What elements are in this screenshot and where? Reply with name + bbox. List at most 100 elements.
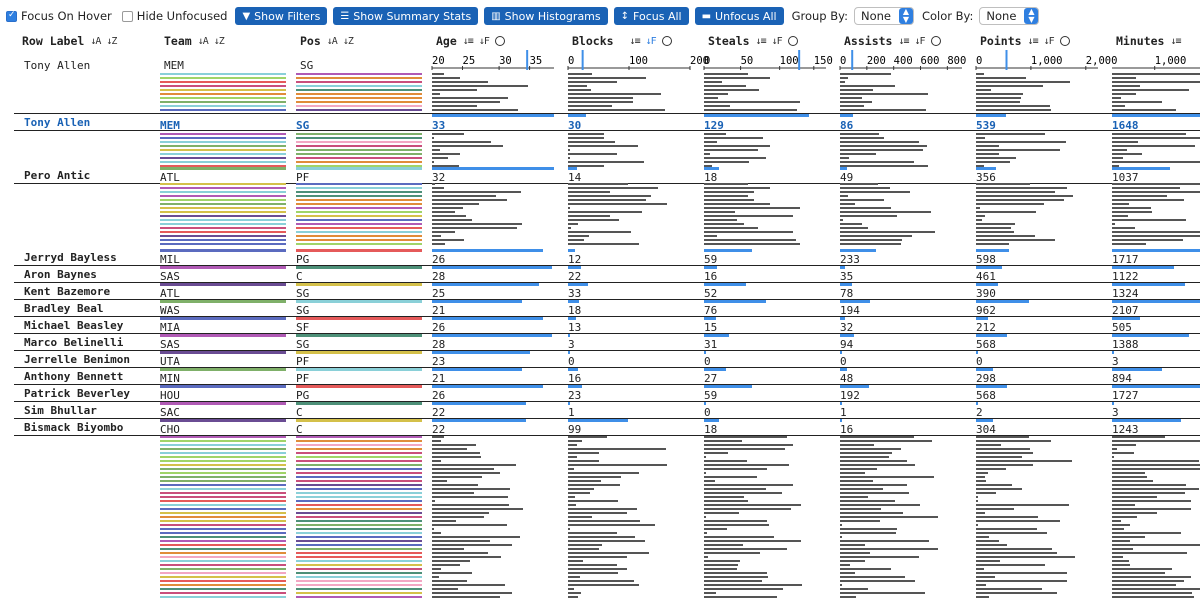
category-stripe: [160, 536, 286, 538]
overview-bar: [568, 476, 621, 478]
sort-ascending-icon[interactable]: ↓A: [326, 35, 338, 47]
row-label[interactable]: Patrick Beverley: [24, 387, 130, 400]
category-stripe: [296, 588, 422, 590]
circle-icon[interactable]: [494, 36, 505, 46]
overview-bar: [1112, 468, 1200, 470]
overview-bar: [840, 157, 849, 159]
sort-ascending-icon[interactable]: ↓A: [197, 35, 209, 47]
sort-ascending-icon[interactable]: ↓A: [90, 35, 101, 47]
row-label[interactable]: Aron Baynes: [24, 268, 97, 281]
category-stripe: [160, 472, 286, 474]
column-title: Team: [164, 34, 192, 48]
sort-descending-icon[interactable]: ↓Z: [106, 35, 117, 47]
sort-descending-icon[interactable]: ↓F: [914, 35, 926, 47]
show-filters-button[interactable]: ▼ Show Filters: [235, 7, 328, 25]
row-cell-points: 2: [976, 406, 983, 419]
category-stripe: [160, 187, 286, 189]
overview-bar: [432, 572, 472, 574]
unfocus-all-button[interactable]: ▬ Unfocus All: [694, 7, 784, 25]
circle-icon[interactable]: [1059, 36, 1070, 46]
axis-tick-label: 1,000: [1031, 55, 1063, 67]
column-header-minutes[interactable]: Minutes ↓≡: [1116, 32, 1182, 50]
column-header-row-label[interactable]: Row Label ↓A ↓Z: [22, 32, 117, 50]
overview-bar: [976, 544, 1007, 546]
hide-unfocused-checkbox[interactable]: Hide Unfocused: [121, 9, 227, 23]
checkbox-unchecked-icon[interactable]: [121, 10, 133, 22]
row-label[interactable]: Bradley Beal: [24, 302, 104, 315]
circle-icon[interactable]: [930, 36, 941, 46]
overview-bar: [976, 496, 978, 498]
column-header-steals[interactable]: Steals ↓≡ ↓F: [708, 32, 798, 50]
row-label[interactable]: Sim Bhullar: [24, 404, 97, 417]
circle-icon[interactable]: [787, 36, 798, 46]
minutes-value-bar: [1112, 368, 1162, 371]
row-label[interactable]: Michael Beasley: [24, 319, 124, 332]
steals-value-bar: [704, 249, 752, 252]
column-header-assists[interactable]: Assists ↓≡ ↓F: [844, 32, 941, 50]
circle-icon[interactable]: [661, 36, 672, 46]
age-value-bar: [432, 283, 539, 286]
sort-descending-icon[interactable]: ↓F: [478, 35, 490, 47]
sort-ascending-icon[interactable]: ↓≡: [629, 35, 641, 47]
overview-bar: [704, 133, 726, 135]
focus-on-hover-checkbox[interactable]: Focus On Hover: [6, 9, 112, 23]
overview-bar: [704, 207, 800, 209]
overview-bar: [432, 436, 444, 438]
sort-descending-icon[interactable]: ↓F: [1043, 35, 1055, 47]
row-label[interactable]: Bismack Biyombo: [24, 421, 124, 434]
row-cell-pos: SG: [296, 287, 310, 300]
overview-bar: [568, 588, 574, 590]
overview-bar: [432, 544, 512, 546]
hover-row-label[interactable]: Tony Allen: [24, 59, 91, 72]
sort-ascending-icon[interactable]: ↓≡: [898, 35, 909, 47]
row-label[interactable]: Anthony Bennett: [24, 370, 124, 383]
sort-descending-icon[interactable]: ↓Z: [213, 35, 225, 47]
row-divider: [14, 130, 1200, 131]
overview-bar: [840, 165, 928, 167]
sort-descending-icon[interactable]: ↓F: [645, 35, 657, 47]
minutes-value-bar: [1112, 167, 1170, 170]
row-label[interactable]: Jerrelle Benimon: [24, 353, 130, 366]
sort-ascending-icon[interactable]: ↓≡: [1027, 35, 1039, 47]
group-by-select[interactable]: None ▲ ▼: [853, 7, 914, 25]
sort-ascending-icon[interactable]: ↓≡: [462, 35, 474, 47]
column-header-age[interactable]: Age ↓≡ ↓F: [436, 32, 505, 50]
column-header-team[interactable]: Team ↓A ↓Z: [164, 32, 225, 50]
row-label[interactable]: Marco Belinelli: [24, 336, 124, 349]
sort-ascending-icon[interactable]: ↓≡: [1170, 35, 1181, 47]
row-label[interactable]: Kent Bazemore: [24, 285, 111, 298]
overview-bar: [568, 480, 601, 482]
overview-bar: [432, 149, 440, 151]
focus-all-button[interactable]: ↕ Focus All: [613, 7, 689, 25]
row-cell-team: SAC: [160, 406, 180, 419]
row-cell-age: 26: [432, 321, 446, 334]
overview-bar: [704, 496, 744, 498]
overview-bar: [432, 183, 435, 185]
overview-bar: [840, 101, 872, 103]
category-stripe: [160, 183, 286, 185]
assists-value-bar: [840, 317, 845, 320]
row-label[interactable]: Jerryd Bayless: [24, 251, 117, 264]
show-summary-stats-button[interactable]: ☰ Show Summary Stats: [333, 7, 479, 25]
sort-descending-icon[interactable]: ↓F: [771, 35, 783, 47]
color-by-select[interactable]: None ▲ ▼: [979, 7, 1040, 25]
sort-ascending-icon[interactable]: ↓≡: [755, 35, 767, 47]
row-label[interactable]: Pero Antic: [24, 169, 91, 182]
column-header-points[interactable]: Points ↓≡ ↓F: [980, 32, 1070, 50]
focused-row-label[interactable]: Tony Allen: [24, 116, 91, 129]
category-stripe: [296, 133, 422, 135]
column-title: Blocks: [572, 34, 614, 48]
overview-bar: [704, 93, 728, 95]
show-histograms-button[interactable]: ▥ Show Histograms: [484, 7, 608, 25]
overview-bar: [568, 153, 617, 155]
category-stripe: [160, 283, 286, 286]
row-cell-pos: PG: [296, 253, 310, 266]
age-value-bar: [432, 249, 543, 252]
overview-bar: [840, 476, 934, 478]
column-header-blocks[interactable]: Blocks ↓≡ ↓F: [572, 32, 672, 50]
column-header-pos[interactable]: Pos ↓A ↓Z: [300, 32, 354, 50]
overview-bar: [840, 556, 919, 558]
axis-tick-label: 2,000: [1086, 55, 1118, 67]
checkbox-checked-icon[interactable]: [6, 10, 17, 22]
sort-descending-icon[interactable]: ↓Z: [342, 35, 354, 47]
